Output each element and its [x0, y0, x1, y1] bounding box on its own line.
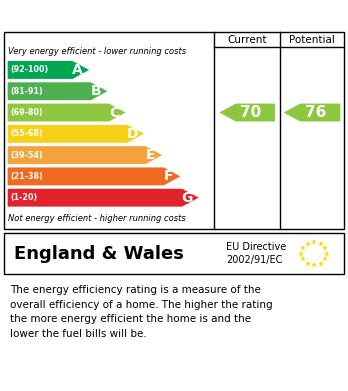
Polygon shape [8, 167, 180, 185]
Polygon shape [284, 104, 340, 122]
Text: Not energy efficient - higher running costs: Not energy efficient - higher running co… [8, 214, 185, 223]
Polygon shape [8, 125, 144, 143]
Text: Potential: Potential [289, 35, 335, 45]
Text: (1-20): (1-20) [10, 193, 38, 202]
Text: E: E [146, 148, 155, 162]
Text: 76: 76 [305, 105, 326, 120]
Polygon shape [219, 104, 275, 122]
Polygon shape [8, 61, 89, 79]
Text: Current: Current [227, 35, 267, 45]
Text: A: A [72, 63, 83, 77]
Polygon shape [8, 82, 108, 100]
Text: (39-54): (39-54) [10, 151, 43, 160]
Text: England & Wales: England & Wales [14, 244, 184, 263]
Text: (21-38): (21-38) [10, 172, 43, 181]
Text: (55-68): (55-68) [10, 129, 43, 138]
Text: D: D [127, 127, 138, 141]
Text: (69-80): (69-80) [10, 108, 43, 117]
Text: Very energy efficient - lower running costs: Very energy efficient - lower running co… [8, 47, 186, 56]
Text: EU Directive
2002/91/EC: EU Directive 2002/91/EC [226, 242, 286, 265]
Text: B: B [90, 84, 101, 98]
Text: G: G [181, 191, 193, 204]
Polygon shape [8, 146, 162, 164]
Text: The energy efficiency rating is a measure of the
overall efficiency of a home. T: The energy efficiency rating is a measur… [10, 285, 273, 339]
Text: F: F [164, 169, 174, 183]
Text: 70: 70 [240, 105, 261, 120]
Polygon shape [8, 189, 199, 206]
Text: C: C [109, 106, 119, 120]
Text: (81-91): (81-91) [10, 87, 43, 96]
Text: (92-100): (92-100) [10, 65, 49, 74]
Text: Energy Efficiency Rating: Energy Efficiency Rating [10, 6, 239, 24]
Polygon shape [8, 104, 126, 122]
